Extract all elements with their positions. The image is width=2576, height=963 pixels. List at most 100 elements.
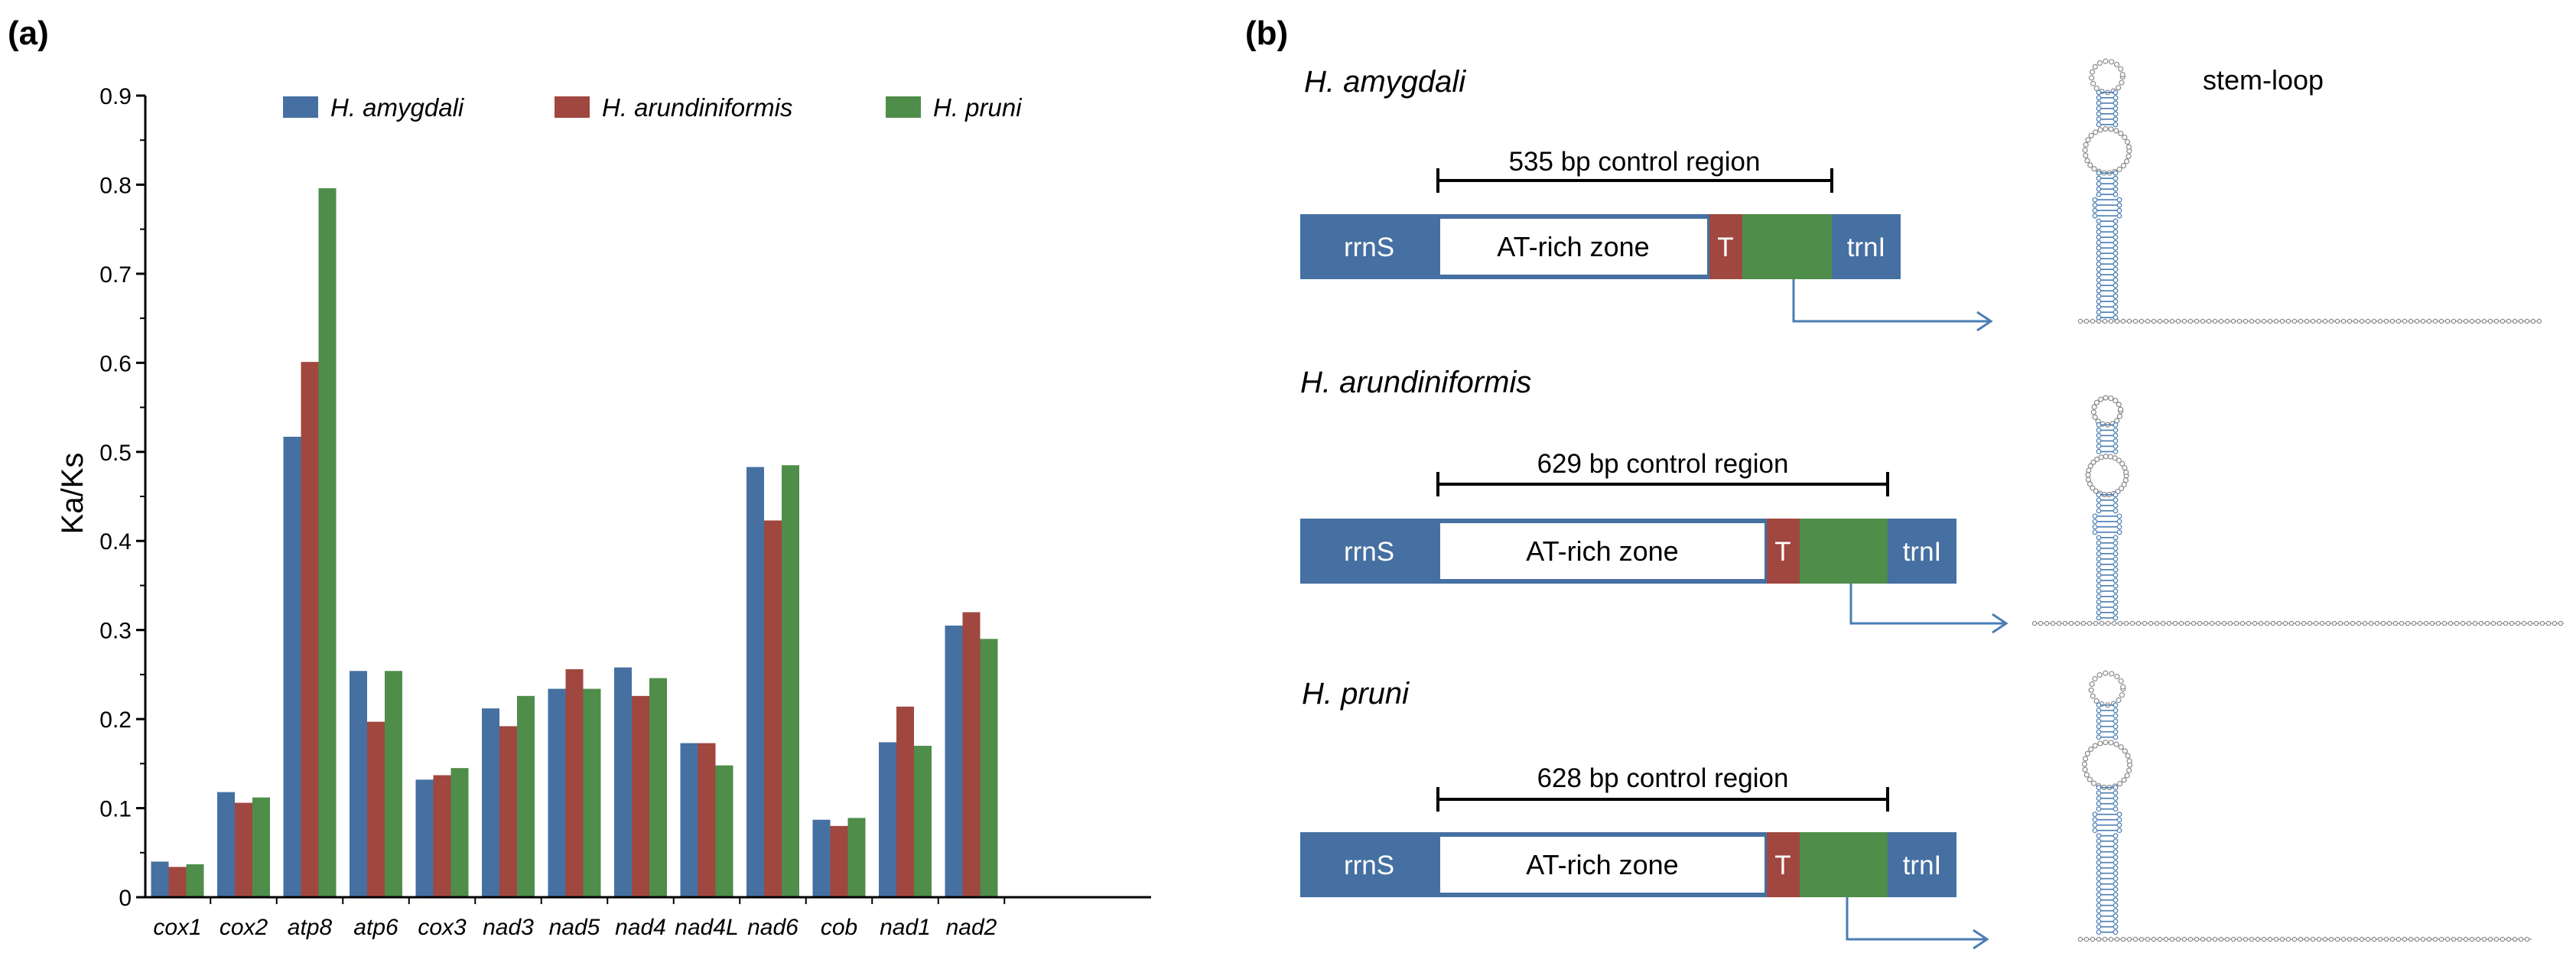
nucleotide [2539,620,2545,626]
nucleotide [2380,620,2386,626]
nucleotide [2113,583,2119,589]
nucleotide [2096,881,2102,887]
nucleotide [2113,277,2119,283]
nucleotide [2113,881,2119,887]
nucleotide [2096,175,2102,181]
nucleotide [2457,936,2463,942]
nucleotide [2291,318,2298,324]
nucleotide [2092,63,2098,70]
nucleotide [2420,936,2426,942]
nucleotide [2096,314,2102,320]
nucleotide [2096,919,2102,925]
nucleotide [2135,620,2142,626]
bars [151,188,998,897]
nucleotide [2096,449,2102,454]
nucleotide [2113,272,2119,278]
nucleotide [2113,892,2119,898]
nucleotide [2085,137,2091,143]
panel-b-label: (b) [1245,15,1288,52]
nucleotide [2096,724,2102,730]
nucleotide [2096,718,2102,724]
nucleotide [2096,540,2102,546]
nucleotide [2113,497,2119,503]
bar-chart: Ka/Ks 00.10.20.30.40.50.60.70.80.9 cox1 c… [56,84,1151,940]
nucleotide [2463,936,2469,942]
nucleotide [2411,620,2417,626]
nucleotide [2113,261,2119,267]
nucleotide [2383,936,2389,942]
nucleotide [2126,318,2132,324]
nucleotide [2096,497,2102,503]
nucleotide [2123,158,2130,164]
nucleotide [2151,936,2157,942]
nucleotide [2132,318,2139,324]
bar-cox2-0 [217,792,235,897]
nucleotide [2097,127,2103,133]
nucleotide [2120,163,2127,169]
at-rich-zone-label: AT-rich zone [1497,231,1649,262]
stem-loop-label: stem-loop [2203,64,2324,96]
nucleotide [2096,702,2102,708]
bracket-label: 629 bp control region [1537,449,1789,479]
nucleotide [2163,318,2169,324]
nucleotide [2126,936,2132,942]
nucleotide [2337,620,2343,626]
nucleotide [2353,318,2359,324]
nucleotide [2552,620,2558,626]
rrns-label: rrnS [1344,233,1394,262]
nucleotide [2096,288,2102,294]
bar-nad4L-2 [715,765,733,897]
trni-block [1888,519,1956,584]
nucleotide [2083,152,2089,158]
nucleotide [2267,318,2273,324]
legend-label: H. amygdali [330,93,465,122]
nucleotide [2096,594,2102,600]
nucleotide [2122,134,2128,141]
nucleotide [2429,620,2435,626]
nucleotide [2113,444,2119,449]
nucleotide [2377,318,2383,324]
nucleotide [2414,318,2420,324]
bar-nad1-2 [914,746,932,897]
nucleotide [2114,673,2120,680]
nucleotide [2178,620,2184,626]
nucleotide [2096,833,2102,839]
nucleotide [2291,936,2298,942]
nucleotide [2116,519,2122,525]
nucleotide [2113,116,2119,122]
nucleotide [2325,620,2331,626]
nucleotide [2113,428,2119,433]
nucleotide [2062,620,2068,626]
nucleotide [2113,702,2119,708]
t-label: T [1774,537,1791,567]
nucleotide [2261,318,2267,324]
nucleotide [2113,556,2119,562]
nucleotide [2374,620,2380,626]
nucleotide [2118,66,2124,72]
nucleotide [2524,936,2530,942]
nucleotide [2113,844,2119,850]
nucleotide [2096,729,2102,735]
nucleotide [2113,239,2119,246]
nucleotide [2187,318,2194,324]
x-tick-label: nad1 [880,915,931,940]
nucleotide [2113,610,2119,616]
nucleotide [2163,936,2169,942]
nucleotide [2096,277,2102,283]
nucleotide [2113,801,2119,807]
nucleotide [2319,620,2325,626]
nucleotide [2444,936,2451,942]
nucleotide [2313,620,2319,626]
nucleotide [2118,130,2124,137]
nucleotide [2113,304,2119,310]
nucleotide [2096,876,2102,882]
stem-loop-block [1800,519,1888,584]
bar-nad1-0 [879,742,896,897]
bar-nad4-1 [632,695,649,897]
nucleotide [2113,833,2119,839]
nucleotide [2113,577,2119,584]
nucleotide [2107,454,2113,460]
nucleotide [2120,936,2126,942]
stem-loop-structure [2077,670,2532,942]
stem-loop-block [1800,832,1888,897]
